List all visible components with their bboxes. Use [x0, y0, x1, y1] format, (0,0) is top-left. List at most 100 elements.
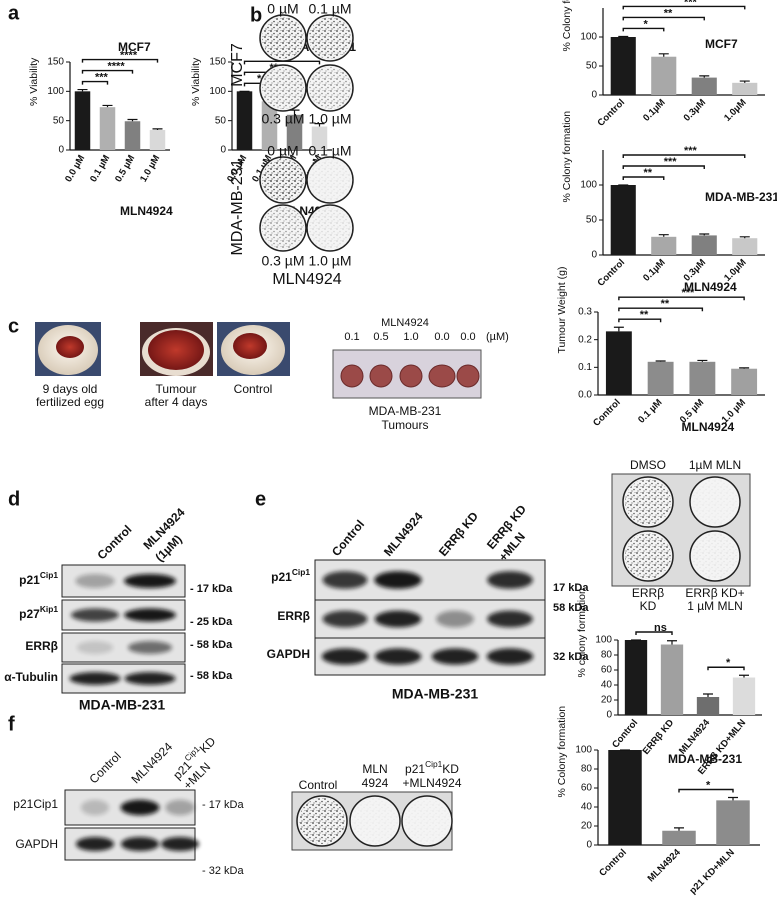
x-tick-label: MLN4924	[646, 847, 684, 885]
bar	[311, 126, 328, 150]
colonies	[309, 17, 351, 59]
cell-line-label: MCF7	[229, 43, 246, 87]
y-tick-label: 0	[606, 710, 612, 721]
y-axis-label: % Colony formation	[561, 111, 573, 203]
size-label: - 17 kDa	[202, 799, 244, 811]
x-tick-label: MLN4924	[677, 717, 713, 757]
chart-title: MDA-MB-231	[705, 190, 777, 204]
panel-letter: a	[8, 2, 20, 24]
bar	[651, 56, 677, 95]
error-bar	[152, 128, 163, 131]
x-axis-label: MLN4924	[682, 420, 735, 434]
colonies	[352, 798, 398, 844]
error-bar	[699, 233, 710, 236]
band	[124, 608, 176, 622]
cell-line-label: MDA-MB-231	[229, 158, 246, 255]
significance-bracket	[622, 176, 665, 180]
x-tick-label: 1.0 µM	[138, 153, 162, 184]
y-axis-label: % Colony formation	[556, 706, 568, 798]
band	[322, 610, 368, 628]
x-tick-label: Control	[597, 847, 629, 879]
significance-bracket	[81, 69, 134, 74]
x-tick-label: Control	[610, 717, 640, 750]
bar	[691, 235, 717, 255]
band	[321, 648, 369, 665]
significance-label: ns	[654, 622, 667, 634]
band	[431, 648, 479, 665]
bar	[732, 677, 756, 715]
significance-bracket	[707, 666, 745, 671]
y-axis-label: Tumour Weight (g)	[556, 267, 568, 354]
chart-title: MDA-MB-231	[668, 752, 742, 766]
dose-label: 0.5	[373, 331, 388, 343]
protein-label: p21Cip1	[271, 567, 310, 584]
egg-photos	[35, 322, 290, 376]
significance-label: ***	[684, 145, 698, 157]
size-label: - 58 kDa	[190, 670, 233, 682]
size-label: 32 kDa	[553, 651, 589, 663]
egg-window	[233, 333, 267, 359]
panel-letter: d	[8, 488, 20, 510]
protein-label: GAPDH	[267, 647, 310, 661]
error-bar	[77, 88, 88, 92]
band	[80, 799, 110, 816]
dose-label: 0.3 µM	[261, 111, 304, 127]
egg-window	[56, 336, 84, 358]
lane-label: MLN4924	[128, 739, 175, 786]
dose-label: 1.0 µM	[308, 111, 351, 127]
colonies	[625, 479, 671, 525]
error-bar	[739, 236, 750, 239]
band	[71, 608, 119, 622]
y-tick-label: 0.2	[578, 334, 592, 345]
text-part: KD	[442, 762, 459, 776]
significance-label: ***	[95, 71, 109, 83]
plate-label: 1 µM MLN	[687, 599, 743, 613]
y-tick-label: 150	[209, 57, 226, 68]
colonies	[262, 17, 304, 59]
y-tick-label: 50	[215, 115, 227, 126]
band	[374, 648, 422, 665]
x-tick-label: 0.5 µM	[113, 153, 137, 184]
bar	[610, 185, 636, 255]
photo-caption: fertilized egg	[36, 395, 104, 409]
text-part: p21	[405, 762, 425, 776]
dose-label: 0.0	[460, 331, 475, 343]
significance-label: ***	[684, 0, 698, 8]
error-bar	[613, 326, 624, 332]
y-tick-label: 0	[586, 840, 592, 851]
band	[322, 571, 368, 589]
bar	[662, 830, 696, 845]
x-tick-label: 0.1µM	[641, 257, 668, 284]
bar	[731, 368, 758, 395]
y-axis-label: % Viability	[190, 57, 202, 106]
x-tick-label: ERRβ KD	[641, 717, 677, 757]
x-tick-label: 0.3µM	[682, 97, 709, 124]
lane-label: MLN4924	[381, 509, 426, 559]
plate-label: +MLN4924	[402, 776, 461, 790]
significance-bracket	[622, 154, 746, 158]
y-tick-label: 80	[601, 650, 613, 661]
significance-bracket	[622, 165, 705, 169]
y-tick-label: 0.1	[578, 362, 592, 373]
colonies	[262, 207, 304, 249]
error-bar	[697, 359, 708, 362]
significance-label: *	[257, 73, 262, 85]
x-tick-label: 0.1 µM	[88, 153, 112, 184]
error-bar	[667, 640, 677, 645]
bar	[696, 697, 720, 715]
dose-label: 0.0	[434, 331, 449, 343]
error-bar	[699, 75, 710, 78]
protein-label: α-Tubulin	[4, 670, 58, 684]
photo-caption: Tumour	[156, 382, 197, 396]
band	[120, 836, 160, 852]
plate-caption: Tumours	[382, 418, 429, 432]
plate-caption: MDA-MB-231	[369, 404, 442, 418]
y-tick-label: 40	[581, 802, 593, 813]
band	[124, 573, 176, 589]
y-tick-label: 100	[580, 32, 597, 43]
protein-label: GAPDH	[15, 837, 58, 851]
bar	[647, 361, 674, 395]
y-tick-label: 20	[601, 695, 613, 706]
tumour	[369, 364, 393, 388]
band	[487, 571, 533, 589]
